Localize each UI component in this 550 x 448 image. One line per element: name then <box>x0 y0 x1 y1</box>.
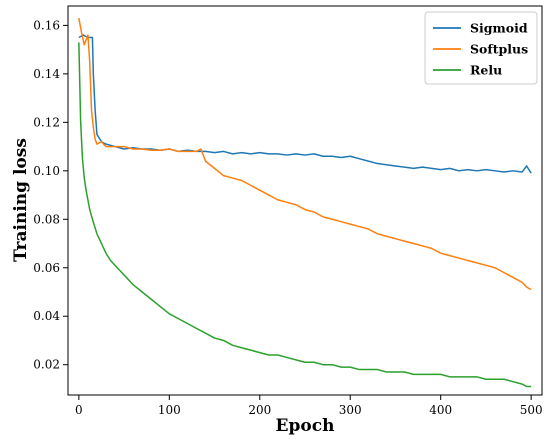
y-tick-label: 0.14 <box>33 67 60 81</box>
legend-label-sigmoid: Sigmoid <box>470 21 528 36</box>
legend-label-relu: Relu <box>470 63 502 78</box>
y-tick-label: 0.10 <box>33 164 60 178</box>
x-tick-label: 300 <box>339 403 362 417</box>
x-tick-label: 0 <box>75 403 83 417</box>
x-axis-title: Epoch <box>276 416 335 436</box>
y-tick-label: 0.06 <box>33 261 60 275</box>
series-line-sigmoid <box>78 34 532 174</box>
y-axis-title: Training loss <box>11 138 31 262</box>
legend-label-softplus: Softplus <box>470 42 528 57</box>
y-tick-label: 0.04 <box>33 309 60 323</box>
legend: Sigmoid Softplus Relu <box>424 11 538 85</box>
x-tick-label: 100 <box>158 403 181 417</box>
y-tick-label: 0.12 <box>33 115 60 129</box>
y-axis-ticks: 0.02 0.04 0.06 0.08 0.10 0.12 0.14 0.16 <box>33 18 68 372</box>
plot-frame <box>67 5 543 396</box>
y-tick-label: 0.08 <box>33 212 60 226</box>
legend-items: Sigmoid Softplus Relu <box>433 21 528 78</box>
series-layer <box>78 17 532 388</box>
series-line-relu <box>78 42 532 388</box>
x-tick-label: 200 <box>248 403 271 417</box>
y-tick-label: 0.02 <box>33 358 60 372</box>
x-axis-ticks: 0 100 200 300 400 500 <box>75 395 543 417</box>
legend-frame <box>424 11 538 85</box>
x-tick-label: 400 <box>429 403 452 417</box>
series-line-softplus <box>78 17 532 291</box>
x-tick-label: 500 <box>520 403 543 417</box>
y-tick-label: 0.16 <box>33 18 60 32</box>
